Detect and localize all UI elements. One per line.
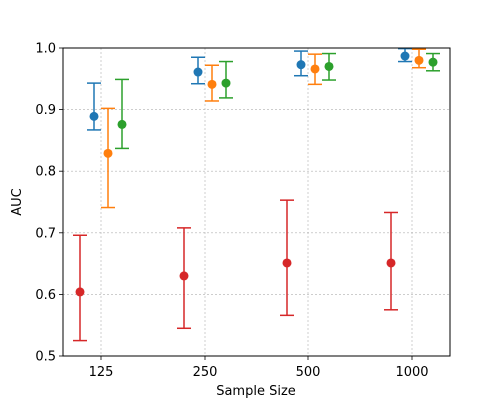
plot-frame xyxy=(62,47,451,357)
data-point xyxy=(179,271,189,281)
data-series xyxy=(73,47,440,342)
data-point xyxy=(414,55,424,65)
data-point xyxy=(207,79,217,89)
y-tick-label: 0.9 xyxy=(35,103,56,118)
data-point xyxy=(400,51,410,61)
y-tick-label: 0.6 xyxy=(35,288,56,303)
series-3 xyxy=(115,52,440,150)
data-point xyxy=(428,57,438,67)
data-point xyxy=(296,60,306,70)
data-point xyxy=(324,61,334,71)
x-axis-label: Sample Size xyxy=(216,384,296,399)
data-point xyxy=(282,258,292,268)
data-point xyxy=(221,78,231,88)
data-point xyxy=(310,64,320,74)
x-tick-label: 500 xyxy=(296,365,321,380)
data-point xyxy=(75,287,85,297)
series-4 xyxy=(73,199,398,342)
y-tick-label: 1.0 xyxy=(35,42,56,57)
y-tick-label: 0.8 xyxy=(35,165,56,180)
data-point xyxy=(193,67,203,77)
data-point xyxy=(386,258,396,268)
y-axis-label: AUC xyxy=(10,188,25,216)
plot-area xyxy=(63,48,450,356)
y-tick-label: 0.5 xyxy=(35,350,56,365)
data-point xyxy=(117,119,127,129)
data-point xyxy=(89,111,99,121)
series-2 xyxy=(101,48,426,209)
data-point xyxy=(103,148,113,158)
series-1 xyxy=(87,47,412,131)
axis-ticks: 0.5 0.6 0.7 0.8 0.9 1.0 125 250 500 1000 xyxy=(35,42,428,381)
x-tick-label: 1000 xyxy=(395,365,428,380)
y-tick-label: 0.7 xyxy=(35,226,56,241)
x-tick-label: 250 xyxy=(193,365,218,380)
x-tick-label: 125 xyxy=(89,365,114,380)
